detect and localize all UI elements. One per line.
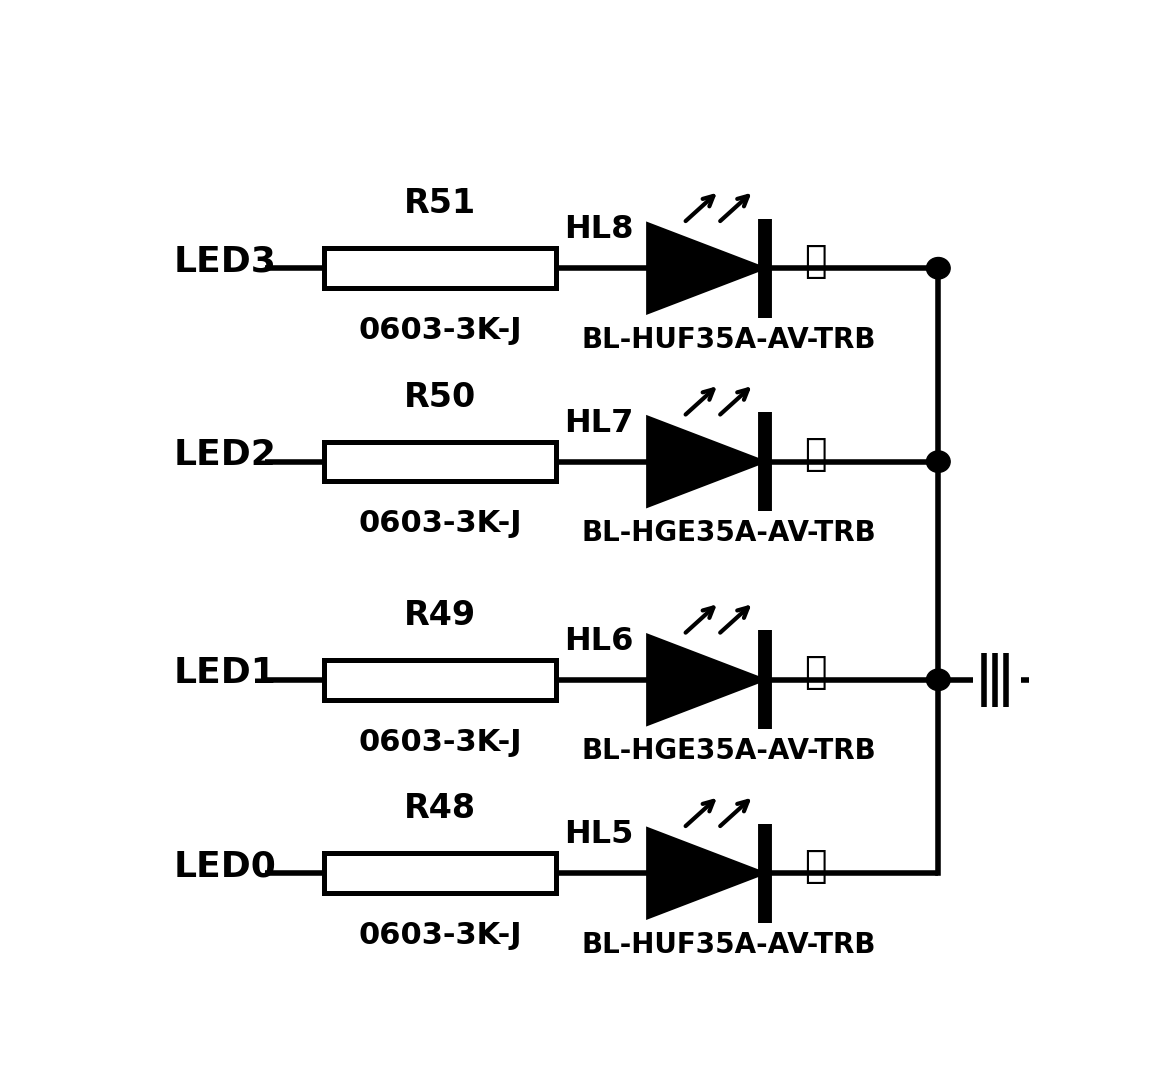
- Bar: [324, 248, 556, 288]
- Text: BL-HGE35A-AV-TRB: BL-HGE35A-AV-TRB: [581, 520, 877, 547]
- Text: R51: R51: [404, 187, 477, 220]
- Bar: [324, 441, 556, 481]
- Text: R48: R48: [404, 792, 477, 825]
- Text: HL8: HL8: [564, 214, 634, 245]
- Circle shape: [926, 669, 950, 691]
- Text: LED2: LED2: [174, 438, 277, 472]
- Text: 绿: 绿: [804, 437, 826, 474]
- Bar: [324, 853, 556, 893]
- Text: BL-HGE35A-AV-TRB: BL-HGE35A-AV-TRB: [581, 738, 877, 765]
- Text: HL6: HL6: [565, 625, 634, 656]
- Text: 0603-3K-J: 0603-3K-J: [358, 510, 522, 539]
- Text: 0603-3K-J: 0603-3K-J: [358, 316, 522, 345]
- Text: R50: R50: [404, 381, 477, 414]
- Text: 红: 红: [804, 849, 826, 885]
- Bar: [324, 660, 556, 699]
- Polygon shape: [647, 223, 765, 313]
- Polygon shape: [647, 827, 765, 918]
- Circle shape: [926, 258, 950, 279]
- Text: LED0: LED0: [174, 850, 277, 884]
- Polygon shape: [647, 635, 765, 725]
- Text: 红: 红: [804, 244, 826, 280]
- Text: LED3: LED3: [174, 245, 277, 279]
- Text: HL7: HL7: [565, 407, 634, 438]
- Text: 绿: 绿: [804, 655, 826, 692]
- Text: R49: R49: [404, 599, 477, 632]
- Text: LED1: LED1: [174, 656, 277, 691]
- Text: BL-HUF35A-AV-TRB: BL-HUF35A-AV-TRB: [582, 931, 876, 959]
- Text: BL-HUF35A-AV-TRB: BL-HUF35A-AV-TRB: [582, 326, 876, 354]
- Text: HL5: HL5: [565, 819, 634, 850]
- Circle shape: [926, 451, 950, 472]
- Polygon shape: [647, 416, 765, 507]
- Text: 0603-3K-J: 0603-3K-J: [358, 921, 522, 950]
- Text: 0603-3K-J: 0603-3K-J: [358, 728, 522, 757]
